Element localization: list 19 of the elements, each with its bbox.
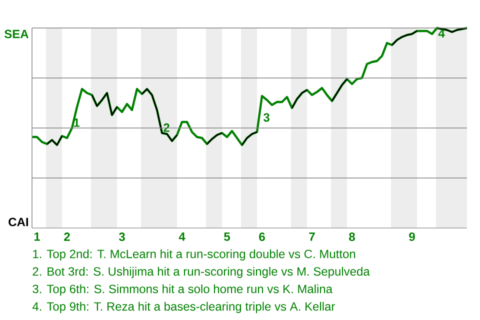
x-tick-label: 5: [224, 232, 230, 241]
text: 3. Top 6th: S. Simmons hit a solo home run vs K. Malina: [32, 284, 333, 296]
x-tick-label: 7: [309, 232, 315, 241]
x-tick-label: 4: [178, 232, 186, 241]
text: SEA: [4, 30, 28, 38]
x-tick-label: 8: [349, 232, 355, 242]
annotation: 1: [74, 118, 80, 127]
x-tick-label: 6: [259, 232, 265, 242]
text: 2. Bot 3rd: S. Ushijima hit a run-scoring single vs M. Sepulveda: [32, 266, 370, 278]
x-tick-label: 9: [409, 232, 415, 242]
x-tick-label: 2: [64, 232, 70, 241]
annotation: 4: [438, 29, 445, 38]
text: 1. Top 2nd: T. McLearn hit a run-scoring double vs C. Mutton: [33, 249, 356, 261]
annotation: 2: [164, 123, 170, 132]
text: CAI: [8, 218, 28, 226]
annotation: 3: [263, 113, 270, 122]
x-tick-label: 1: [34, 232, 40, 241]
x-tick-label: 3: [118, 232, 125, 242]
text: 4. Top 9th: T. Reza hit a bases-clearing triple vs A. Kellar: [32, 302, 335, 314]
